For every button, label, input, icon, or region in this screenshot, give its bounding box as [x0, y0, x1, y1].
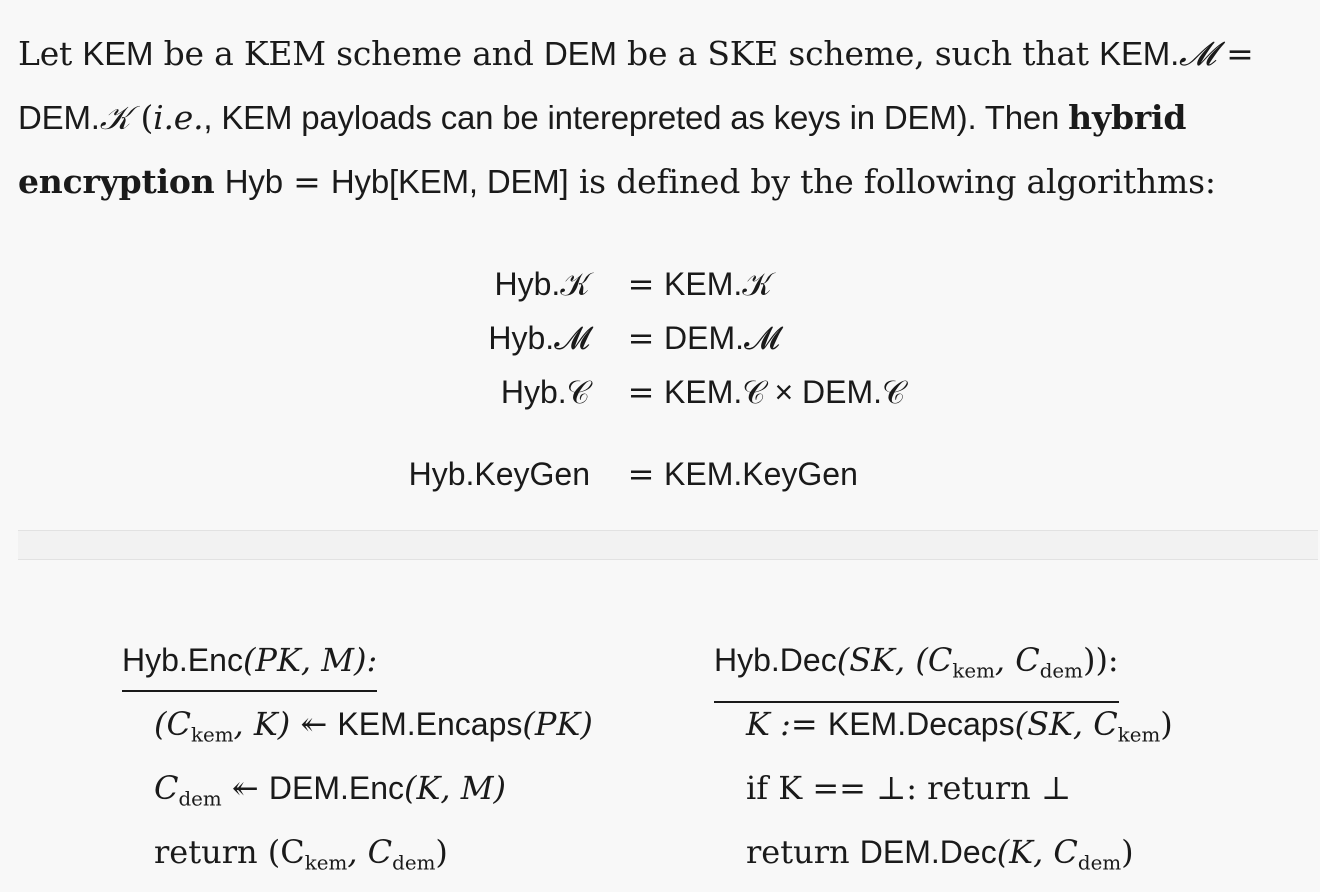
equals: = — [627, 265, 655, 303]
subscript: kem — [304, 851, 348, 875]
math: )): — [1082, 641, 1119, 679]
dem-term: DEM. — [18, 99, 100, 136]
math: (SK, C — [1014, 705, 1118, 743]
subscript: kem — [952, 659, 995, 683]
definition-rhs: DEM.𝓜 — [664, 320, 780, 356]
algorithm-header: Hyb.Dec(SK, (Ckem, Cdem)): — [714, 640, 1119, 704]
subscript: kem — [1117, 723, 1161, 747]
definition-rhs: KEM.𝒦 — [664, 266, 772, 302]
kem-term: KEM — [82, 35, 154, 72]
definition-lhs: Hyb.KeyGen — [408, 456, 590, 492]
equals: = — [627, 455, 655, 493]
math: ) — [1160, 705, 1173, 743]
function-name: KEM.Decaps — [827, 706, 1015, 742]
section-divider — [18, 530, 1318, 560]
kem-term: KEM. — [1099, 35, 1180, 72]
dem-term: DEM — [544, 35, 617, 72]
definition-rhs: KEM.𝒞 × DEM.𝒞 — [664, 374, 906, 410]
algorithm-line: if K == ⊥: return ⊥ — [746, 768, 1071, 808]
function-name: DEM.Dec — [859, 834, 997, 870]
text: , KEM payloads can be interepreted as ke… — [203, 99, 1069, 136]
decryption-algorithm: Hyb.Dec(SK, (Ckem, Cdem)): K := KEM.Deca… — [714, 640, 1173, 874]
math: ) — [435, 833, 448, 871]
math: C — [154, 769, 179, 807]
algorithm-header: Hyb.Enc(PK, M): — [122, 640, 378, 692]
math: (K, M) — [404, 769, 506, 807]
math: return — [746, 833, 860, 871]
algorithm-line: Cdem ↞ DEM.Enc(K, M) — [154, 768, 506, 819]
subscript: dem — [1077, 851, 1122, 875]
text: be a KEM scheme and — [153, 34, 545, 73]
math: , C — [347, 833, 393, 871]
algorithm-line: return (Ckem, Cdem) — [154, 832, 448, 883]
hyb-term: Hyb — [224, 163, 283, 200]
message-space-symbol: 𝓜 — [1179, 34, 1216, 73]
math: (SK, (C — [836, 641, 953, 679]
encryption-algorithm: Hyb.Enc(PK, M): (Ckem, K) ↞ KEM.Encaps(P… — [122, 640, 593, 874]
text: be a SKE scheme, such that — [616, 34, 1100, 73]
text: is defined by the following algorithms: — [568, 162, 1216, 201]
math: ) — [1121, 833, 1134, 871]
math: , C — [994, 641, 1040, 679]
math: ↞ — [221, 769, 269, 807]
subscript: dem — [1039, 659, 1083, 683]
hyb-full-term: Hyb[KEM, DEM] — [330, 163, 569, 200]
math: return (C — [154, 833, 305, 871]
function-name: KEM.Encaps — [337, 706, 523, 742]
text: Let — [18, 34, 83, 73]
algorithm-line: K := KEM.Decaps(SK, Ckem) — [746, 704, 1173, 755]
equals: = — [627, 373, 655, 411]
space — [215, 162, 225, 201]
subscript: dem — [392, 851, 436, 875]
math: , K) ↞ — [233, 705, 338, 743]
ie-abbrev: i.e. — [153, 98, 204, 137]
definition-rhs: KEM.KeyGen — [664, 456, 858, 492]
equals: = — [1215, 34, 1254, 73]
function-name: DEM.Enc — [268, 770, 405, 806]
math: (C — [154, 705, 191, 743]
definition-lhs: Hyb.𝓜 — [488, 320, 590, 356]
bold-term: hybrid encryption — [18, 98, 1187, 201]
subscript: kem — [190, 723, 234, 747]
math: if K == ⊥: return ⊥ — [746, 769, 1072, 807]
algorithm-args: (PK, M): — [242, 641, 378, 679]
text: ( — [130, 98, 154, 137]
algorithm-name: Hyb.Dec — [714, 642, 837, 678]
equals: = — [282, 162, 331, 201]
key-space-symbol: 𝒦 — [99, 98, 131, 137]
intro-paragraph: Let KEM be a KEM scheme and DEM be a SKE… — [18, 22, 1308, 214]
definition-lhs: Hyb.𝒦 — [494, 266, 590, 302]
algorithm-name: Hyb.Enc — [122, 642, 243, 678]
equals: = — [627, 319, 655, 357]
subscript: dem — [178, 787, 222, 811]
definition-lhs: Hyb.𝒞 — [500, 374, 590, 410]
math: (K, C — [996, 833, 1078, 871]
math: K := — [746, 705, 828, 743]
math: (PK) — [522, 705, 593, 743]
algorithm-line: (Ckem, K) ↞ KEM.Encaps(PK) — [154, 704, 593, 755]
algorithm-line: return DEM.Dec(K, Cdem) — [746, 832, 1134, 883]
